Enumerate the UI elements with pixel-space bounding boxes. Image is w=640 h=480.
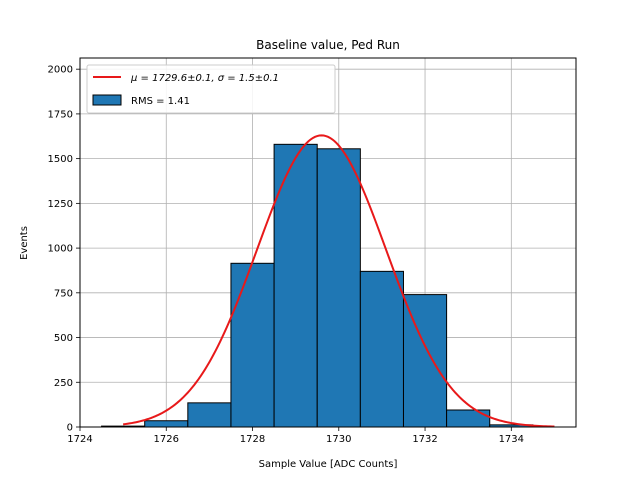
y-tick-label: 2000 [48,65,73,76]
legend: μ = 1729.6±0.1, σ = 1.5±0.1 RMS = 1.41 [86,64,336,114]
chart-title: Baseline value, Ped Run [256,38,400,52]
y-tick-label: 250 [54,378,73,389]
y-tick-label: 1250 [48,199,73,210]
histogram-bar [316,148,361,428]
histogram-bar [144,420,189,428]
legend-fit-label: μ = 1729.6±0.1, σ = 1.5±0.1 [130,73,279,84]
histogram-bar [359,270,404,428]
y-axis-label: Events [19,226,30,260]
x-tick-label: 1726 [154,434,179,445]
histogram-bars [101,143,534,428]
y-tick-label: 0 [67,423,73,434]
x-axis-ticks: 1724 1726 1728 1730 1732 1734 [67,427,524,445]
y-axis-ticks: 0 250 500 750 1000 1250 1500 1750 2000 [48,65,80,434]
y-tick-label: 750 [54,288,73,299]
histogram-bar [187,402,232,428]
y-tick-label: 1000 [48,244,73,255]
x-tick-label: 1724 [67,434,92,445]
x-tick-label: 1732 [412,434,437,445]
x-tick-label: 1728 [240,434,265,445]
legend-histogram-label: RMS = 1.41 [131,96,190,107]
y-tick-label: 1500 [48,154,73,165]
y-tick-label: 1750 [48,109,73,120]
legend-histogram-swatch [92,94,122,106]
gaussian-fit-curve [123,134,555,428]
histogram-bar [446,409,491,428]
x-tick-label: 1730 [326,434,351,445]
histogram-bar [230,262,275,428]
x-tick-label: 1734 [499,434,524,445]
y-tick-label: 500 [54,333,73,344]
plot-frame [79,57,577,428]
legend-box [86,64,336,114]
x-axis-label: Sample Value [ADC Counts] [259,459,398,470]
